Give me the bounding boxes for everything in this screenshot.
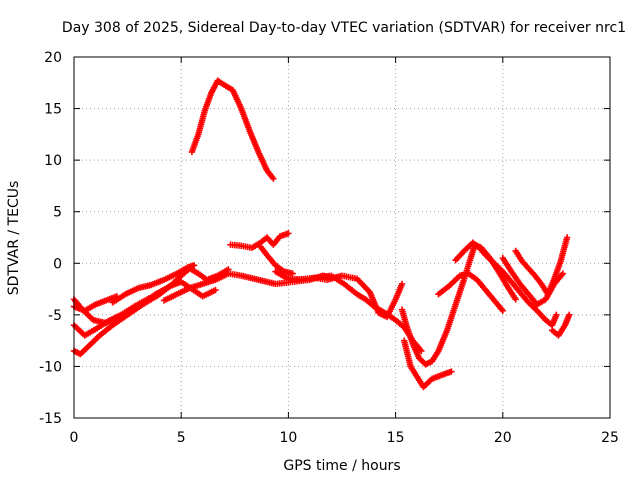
chart-title: Day 308 of 2025, Sidereal Day-to-day VTE… xyxy=(62,20,626,36)
series-arc-13 xyxy=(400,337,455,391)
x-tick-label: 15 xyxy=(387,430,405,446)
series-arc-12 xyxy=(398,241,519,368)
plot-frame xyxy=(73,56,611,419)
x-axis-label: GPS time / hours xyxy=(283,458,400,474)
data-point xyxy=(512,296,519,303)
data-point xyxy=(553,311,560,319)
series-arc-17 xyxy=(512,234,571,298)
series-arc-5 xyxy=(109,262,198,306)
series-arc-8 xyxy=(227,230,292,252)
y-tick-label: 0 xyxy=(53,256,62,272)
y-tick-label: 5 xyxy=(53,205,62,221)
series-arc-3 xyxy=(70,295,153,339)
data-point xyxy=(559,270,567,277)
data-point xyxy=(285,230,292,237)
y-tick-label: 10 xyxy=(44,153,62,169)
tick-labels: 0 5 10 15 20 25 -15 -10 -5 0 5 10 15 20 xyxy=(39,50,619,446)
series-arc-6 xyxy=(160,270,335,304)
y-tick-label: 15 xyxy=(44,102,62,118)
series-arc-18 xyxy=(548,311,573,339)
data-points xyxy=(70,77,573,391)
data-point xyxy=(499,307,506,314)
data-point xyxy=(448,368,455,375)
x-tick-label: 0 xyxy=(70,430,79,446)
series-arc-14 xyxy=(435,270,506,314)
data-point xyxy=(145,295,153,302)
data-point xyxy=(418,347,425,355)
series-arc-7 xyxy=(188,77,277,182)
series-arc-9 xyxy=(257,243,296,277)
data-point xyxy=(566,311,573,319)
x-tick-label: 10 xyxy=(279,430,297,446)
x-tick-label: 25 xyxy=(601,430,619,446)
y-axis-label: SDTVAR / TECUs xyxy=(6,181,22,296)
x-tick-label: 5 xyxy=(177,430,186,446)
y-tick-label: 20 xyxy=(44,50,62,66)
axis-ticks xyxy=(73,56,611,419)
y-tick-label: -15 xyxy=(39,411,62,427)
y-tick-label: -10 xyxy=(39,359,62,375)
data-point xyxy=(270,175,277,182)
data-point xyxy=(212,286,219,294)
series-arc-15 xyxy=(452,239,560,329)
data-point xyxy=(398,280,406,288)
y-tick-label: -5 xyxy=(48,308,62,324)
grid xyxy=(74,57,610,418)
data-point xyxy=(190,262,198,269)
x-tick-label: 20 xyxy=(494,430,512,446)
data-point xyxy=(563,234,571,241)
